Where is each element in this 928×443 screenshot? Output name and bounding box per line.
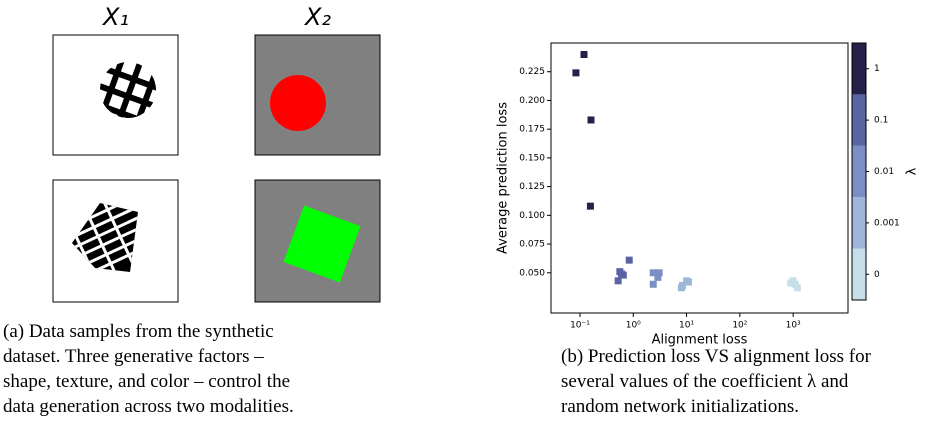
y-tick-label: 0.175	[519, 125, 545, 135]
x-tick-label: 10⁰	[626, 321, 641, 331]
caption-line: random network initializations.	[561, 396, 799, 417]
point	[625, 256, 633, 264]
y-tick-label: 0.100	[519, 211, 545, 221]
column-label: X₁	[101, 3, 129, 31]
point	[586, 202, 594, 210]
x-tick-label: 10¹	[679, 321, 694, 331]
point	[649, 280, 657, 288]
y-tick-label: 0.050	[519, 268, 545, 278]
colorbar-band	[852, 43, 866, 95]
point	[787, 279, 795, 287]
x-tick-label: 10³	[786, 321, 801, 331]
caption-line: shape, texture, and color – control the	[3, 371, 290, 392]
point	[677, 284, 685, 292]
colorbar-label: 0.001	[874, 218, 900, 228]
point	[614, 277, 622, 285]
colorbar-label: 0	[874, 270, 880, 280]
point	[685, 278, 693, 286]
caption-line: data generation across two modalities.	[3, 396, 294, 417]
point	[617, 270, 625, 278]
colorbar-frame	[851, 42, 867, 301]
colorbar-label: 0.1	[874, 116, 888, 126]
point	[580, 50, 588, 58]
caption-line: (b) Prediction loss VS alignment loss fo…	[561, 346, 872, 367]
point	[572, 69, 580, 77]
y-axis-label: Average prediction loss	[496, 102, 511, 254]
colorbar-band	[852, 197, 866, 249]
colorbar-label: 0.01	[874, 167, 894, 177]
y-tick-label: 0.225	[519, 67, 545, 77]
column-label: X₂	[303, 3, 331, 31]
point	[654, 273, 662, 281]
point	[793, 284, 801, 292]
colorbar-band	[852, 94, 866, 146]
green-square	[283, 205, 361, 283]
x-tick-label: 10²	[732, 321, 747, 331]
caption-line: dataset. Three generative factors –	[3, 346, 264, 367]
caption-line: (a) Data samples from the synthetic	[3, 321, 274, 342]
plot-frame	[550, 42, 849, 314]
point	[655, 269, 663, 277]
point	[587, 116, 595, 124]
colorbar-label: 1	[874, 64, 880, 74]
y-tick-label: 0.125	[519, 182, 545, 192]
colorbar-band	[852, 145, 866, 198]
colorbar-title: λ	[905, 167, 920, 175]
y-tick-label: 0.075	[519, 240, 545, 250]
colorbar-band	[852, 248, 866, 300]
x-tick-label: 10⁻¹	[570, 321, 590, 331]
red-circle	[270, 75, 326, 131]
point	[649, 269, 657, 277]
x-axis-label: Alignment loss	[652, 333, 748, 348]
caption-line: several values of the coefficient λ and	[561, 371, 849, 392]
y-tick-label: 0.200	[519, 96, 545, 106]
y-tick-label: 0.150	[519, 153, 545, 163]
